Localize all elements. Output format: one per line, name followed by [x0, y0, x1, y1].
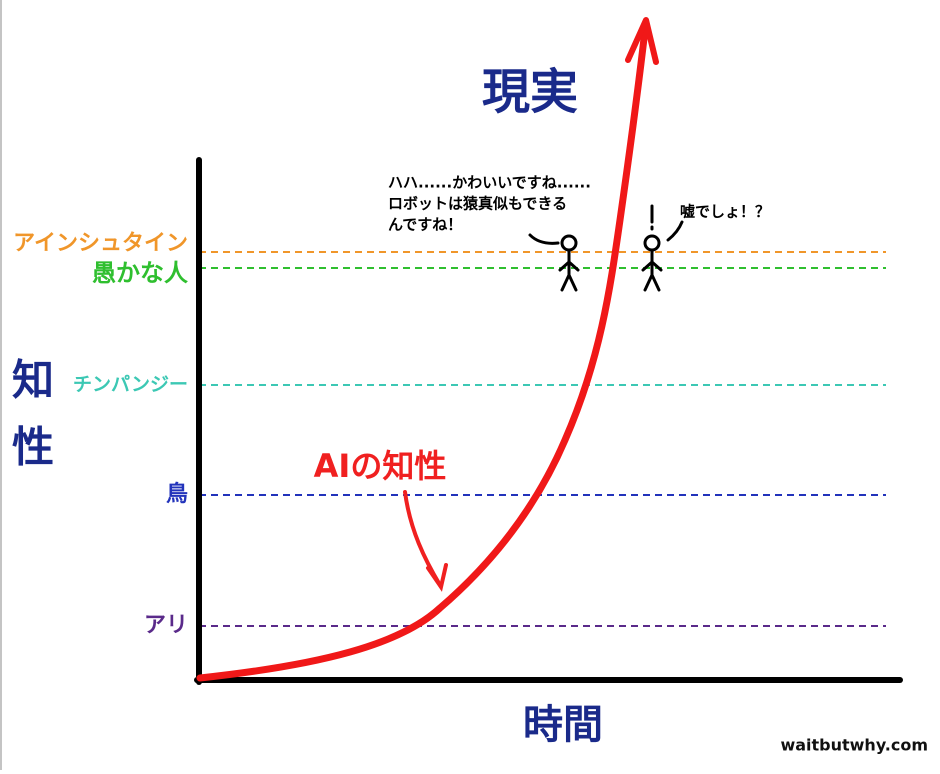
figure-body	[558, 248, 580, 292]
y-label: 性	[12, 423, 54, 472]
title: 現実	[482, 64, 578, 120]
speech-left: ロボットは猿真似もできる	[388, 195, 567, 213]
level-label: 愚かな人	[92, 259, 188, 287]
level-label: 鳥	[166, 481, 188, 507]
level-label: アインシュタイン	[13, 231, 188, 256]
label-arrowhead	[426, 563, 448, 592]
x-label: 時間	[523, 702, 603, 748]
level-label: アリ	[144, 613, 188, 638]
credit: waitbutwhy.com	[780, 736, 928, 755]
speech-left: んですね！	[388, 216, 462, 234]
speech-right: 嘘でしょ！？	[680, 203, 770, 221]
level-label: チンパンジー	[73, 374, 188, 396]
curve-arrowhead	[625, 17, 659, 65]
speech-tick	[666, 220, 684, 242]
speech-left: ハハ......かわいいですね......	[388, 174, 591, 192]
y-label: 知	[12, 356, 54, 405]
curve-label: AIの知性	[314, 447, 447, 485]
stick-figures	[528, 204, 684, 292]
ai-curve	[196, 26, 649, 682]
speech-tick	[528, 233, 560, 245]
figure-body	[641, 248, 663, 292]
